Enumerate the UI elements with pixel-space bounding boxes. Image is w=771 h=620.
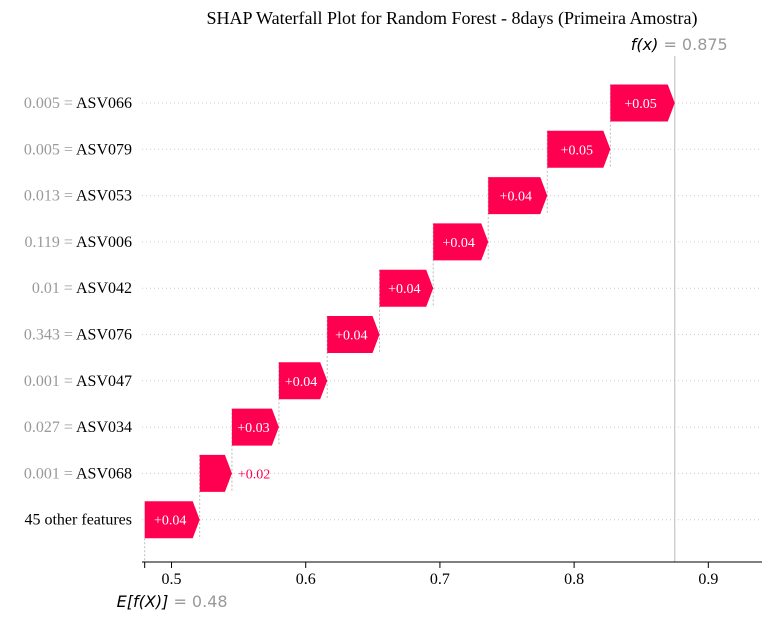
chart-title: SHAP Waterfall Plot for Random Forest - … (207, 8, 698, 29)
feature-value: 0.01 = (32, 280, 76, 297)
feature-value: 0.005 = (24, 95, 76, 112)
feature-name: ASV042 (76, 280, 132, 297)
bar-45-other-features (144, 501, 200, 539)
bar-value-label: +0.02 (238, 467, 270, 482)
bar-asv068 (199, 454, 232, 492)
x-tick-label: 0.7 (430, 571, 450, 588)
feature-label: 0.005 = ASV079 (24, 141, 132, 158)
feature-name: ASV076 (76, 327, 132, 344)
feature-label: 45 other features (24, 512, 132, 529)
row-guides (142, 102, 762, 521)
base-symbol: E[f(X)] (117, 592, 174, 611)
x-axis: 0.5 0.6 0.7 0.8 0.9 E[f(X)] = 0.48 f(x) = 0.87… (117, 35, 762, 611)
bar-value-label: +0.04 (335, 329, 367, 344)
feature-label: 0.119 = ASV006 (24, 234, 132, 251)
bar-asv034 (231, 408, 279, 446)
feature-label: 0.027 = ASV034 (24, 419, 132, 436)
feature-label: 0.005 = ASV066 (24, 95, 132, 112)
feature-label: 0.001 = ASV047 (24, 373, 132, 390)
feature-value: 0.001 = (24, 465, 76, 482)
feature-name: 45 other features (24, 512, 132, 529)
bar-value-label: +0.05 (561, 143, 593, 158)
bar-asv006 (433, 223, 489, 261)
bar-value-label: +0.04 (443, 236, 475, 251)
bar-value-label: +0.04 (285, 375, 317, 390)
bar-value-label: +0.05 (624, 97, 656, 112)
feature-value: 0.013 = (24, 188, 76, 205)
bar-asv066 (610, 84, 675, 122)
base-value-label: E[f(X)] = 0.48 (117, 592, 228, 611)
feature-value: 0.343 = (24, 327, 76, 344)
bar-asv042 (379, 269, 434, 307)
bar-asv053 (488, 177, 548, 215)
base-value: = 0.48 (173, 592, 227, 611)
feature-name: ASV068 (76, 465, 132, 482)
feature-name: ASV066 (76, 95, 132, 112)
feature-label: 0.343 = ASV076 (24, 327, 132, 344)
feature-label: 0.013 = ASV053 (24, 188, 132, 205)
feature-name: ASV079 (76, 141, 132, 158)
output-symbol: f(x) (631, 35, 664, 54)
bar-asv079 (547, 130, 611, 168)
x-tick-label: 0.9 (698, 571, 718, 588)
output-value-label: f(x) = 0.875 (631, 35, 728, 54)
feature-value: 0.027 = (24, 419, 76, 436)
bar-asv047 (278, 362, 328, 400)
feature-name: ASV047 (76, 373, 132, 390)
feature-value: 0.005 = (24, 141, 76, 158)
feature-name: ASV053 (76, 188, 132, 205)
bar-value-label: +0.04 (500, 190, 532, 205)
bar-value-label: +0.03 (237, 421, 269, 436)
output-value: = 0.875 (663, 35, 727, 54)
feature-value: 0.001 = (24, 373, 76, 390)
bar-value-label: +0.04 (154, 514, 186, 529)
bar-value-label: +0.04 (388, 282, 420, 297)
bar-asv076 (327, 316, 380, 353)
feature-name: ASV006 (76, 234, 132, 251)
feature-label: 0.001 = ASV068 (24, 465, 132, 482)
feature-name: ASV034 (76, 419, 132, 436)
x-tick-label: 0.6 (296, 571, 316, 588)
waterfall-bars: +0.05 +0.05 +0.04 +0.04 +0.04 +0.04 +0.04 +0.03… (144, 84, 675, 539)
feature-value: 0.119 = (24, 234, 76, 251)
feature-label: 0.01 = ASV042 (32, 280, 132, 297)
x-tick-label: 0.8 (564, 571, 584, 588)
x-tick-label: 0.5 (162, 571, 182, 588)
